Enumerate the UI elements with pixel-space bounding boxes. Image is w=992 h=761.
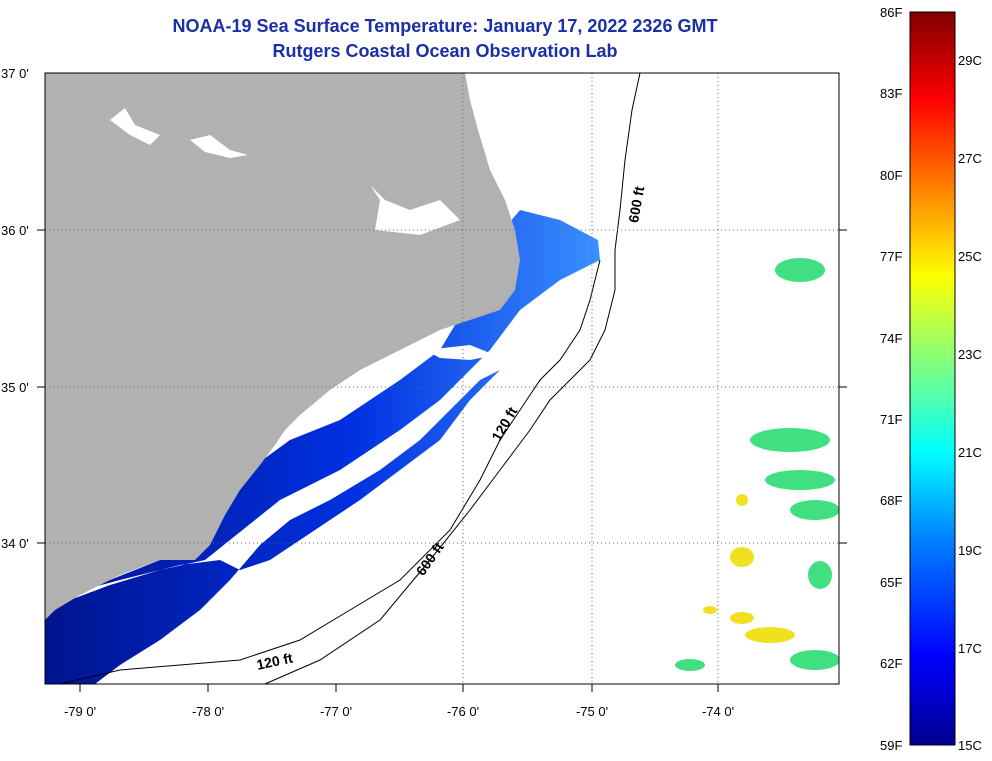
coastal-water bbox=[45, 210, 600, 684]
colorbar-c-29: 29C bbox=[958, 53, 982, 68]
colorbar-f-80: 80F bbox=[880, 168, 903, 183]
lon-label-78: -78 0' bbox=[191, 704, 225, 719]
colorbar-c-19: 19C bbox=[958, 543, 982, 558]
lon-label-79: -79 0' bbox=[63, 704, 97, 719]
colorbar-f-68: 68F bbox=[880, 493, 903, 508]
map-title: NOAA-19 Sea Surface Temperature: January… bbox=[172, 16, 718, 36]
lon-label-75: -75 0' bbox=[575, 704, 609, 719]
axis-ticks bbox=[37, 229, 847, 692]
colorbar-f-65: 65F bbox=[880, 575, 903, 590]
colorbar-c-21: 21C bbox=[958, 445, 982, 460]
colorbar-c-15: 15C bbox=[958, 738, 982, 753]
colorbar-f-59: 59F bbox=[880, 738, 903, 753]
temperature-colorbar bbox=[909, 11, 956, 746]
lon-label-76: -76 0' bbox=[446, 704, 480, 719]
colorbar-c-17: 17C bbox=[958, 641, 982, 656]
graticule bbox=[45, 73, 839, 684]
lat-label-36: 36 0' bbox=[1, 223, 29, 238]
colorbar-f-83: 83F bbox=[880, 86, 903, 101]
colorbar-f-62: 62F bbox=[880, 656, 903, 671]
colorbar-c-27: 27C bbox=[958, 151, 982, 166]
contour-600ft bbox=[264, 73, 641, 684]
lat-label-35: 35 0' bbox=[1, 380, 29, 395]
inland-water bbox=[110, 108, 495, 360]
lon-label-74: -74 0' bbox=[701, 704, 735, 719]
colorbar-f-86: 86F bbox=[880, 5, 903, 20]
colorbar-f-71: 71F bbox=[880, 412, 903, 427]
map-subtitle: Rutgers Coastal Ocean Observation Lab bbox=[272, 41, 618, 61]
lon-label-77: -77 0' bbox=[319, 704, 353, 719]
contour-label-120ft-south: 120 ft bbox=[255, 650, 294, 673]
warm-water-patches bbox=[703, 494, 795, 643]
contour-120ft bbox=[59, 259, 601, 684]
colorbar-c-23: 23C bbox=[958, 347, 982, 362]
lat-label-37: 37 0' bbox=[1, 66, 29, 81]
lat-label-34: 34 0' bbox=[1, 536, 29, 551]
colorbar-c-25: 25C bbox=[958, 249, 982, 264]
mild-water-patches bbox=[675, 258, 839, 671]
contour-label-600ft-north: 600 ft bbox=[625, 185, 647, 224]
colorbar-f-77: 77F bbox=[880, 249, 903, 264]
colorbar-f-74: 74F bbox=[880, 331, 903, 346]
map-frame bbox=[44, 72, 840, 685]
